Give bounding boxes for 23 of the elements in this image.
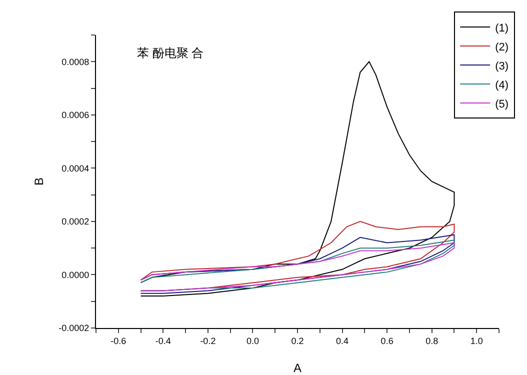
legend-label: (1) [495, 22, 509, 34]
x-tick-label: 0.4 [336, 336, 349, 346]
x-tick-label: -0.4 [155, 336, 171, 346]
legend-label: (5) [495, 98, 509, 110]
y-tick-label: -0.0002 [58, 323, 90, 334]
y-tick-label: 0.0002 [62, 216, 90, 227]
y-tick-label: 0.0000 [62, 270, 90, 280]
y-tick-label: 0.0008 [62, 56, 90, 67]
text: 苯 酚电聚 合 [137, 46, 204, 60]
x-axis-title: A [293, 361, 302, 375]
x-tick-label: 0.6 [380, 336, 394, 346]
legend-label: (4) [495, 79, 509, 92]
y-axis-title: B [32, 177, 46, 186]
legend-label: (3) [495, 60, 509, 72]
x-tick-label: -0.6 [110, 336, 126, 346]
x-tick-label: 1.0 [470, 336, 483, 346]
y-tick-label: 0.0006 [62, 110, 90, 120]
x-tick-label: 0.2 [291, 336, 304, 346]
x-tick-label: 0.0 [246, 336, 259, 346]
x-tick-label: 0.8 [426, 336, 438, 346]
legend-label: (2) [495, 41, 509, 54]
y-tick-label: 0.0004 [62, 163, 90, 174]
x-tick-label: -0.2 [200, 336, 216, 346]
